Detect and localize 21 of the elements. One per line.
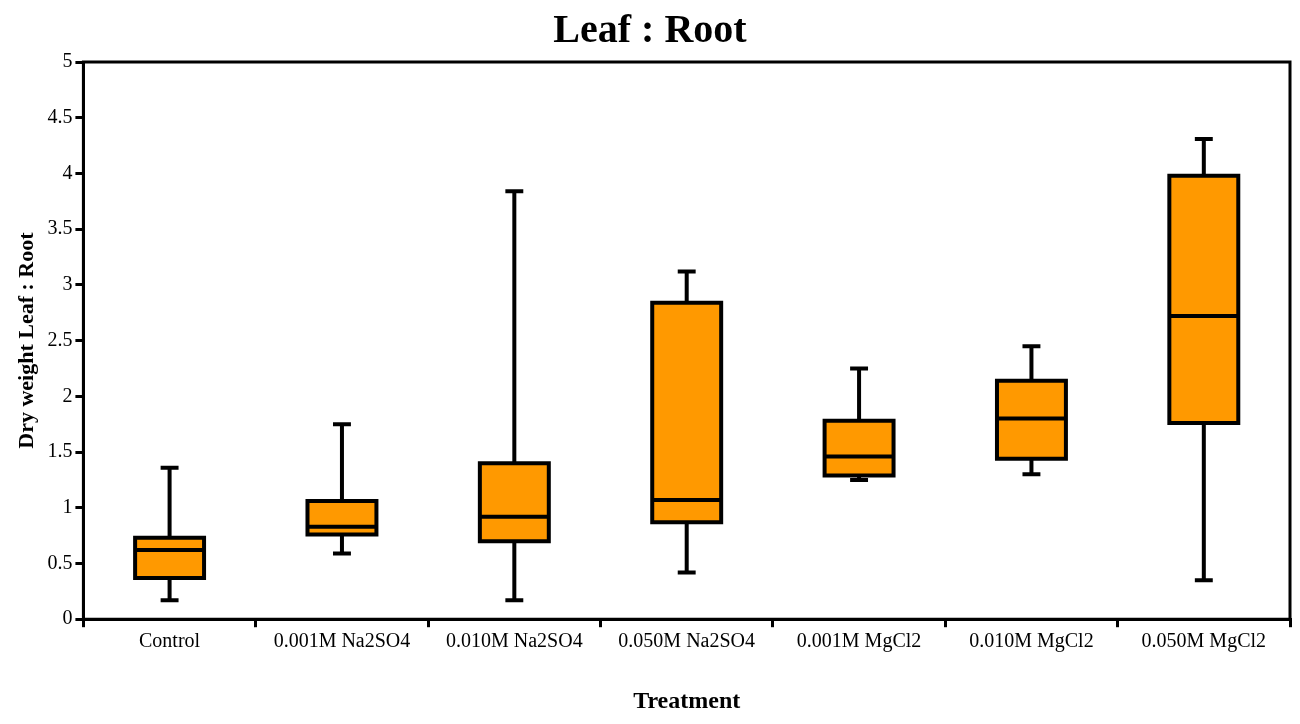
y-tick-label: 0.5 [47,550,73,573]
y-tick-label: 1.5 [47,439,73,462]
x-tick-label: 0.010M Na2SO4 [445,629,583,652]
x-tick-label: 0.001M MgCl2 [796,629,922,653]
x-tick-label: Control [139,629,201,652]
chart-title: Leaf : Root [553,6,748,52]
y-tick-label: 4 [62,160,73,183]
x-tick-label: 0.050M Na2SO4 [618,629,756,652]
x-tick-label: 0.010M MgCl2 [969,629,1094,653]
y-axis-title: Dry weight Leaf : Root [12,231,38,449]
y-tick-label: 3.5 [47,216,73,239]
y-tick-label: 2 [62,383,73,406]
y-tick-label: 5 [62,49,73,72]
x-tick-label: 0.001M Na2SO4 [273,629,411,652]
y-tick-label: 0 [62,606,73,629]
y-tick-label: 3 [62,272,73,295]
x-axis-title: Treatment [633,686,741,713]
x-tick-label: 0.050M MgCl2 [1141,629,1267,653]
y-tick-label: 2.5 [47,327,73,350]
y-tick-label: 4.5 [47,104,73,127]
y-tick-label: 1 [62,495,73,518]
